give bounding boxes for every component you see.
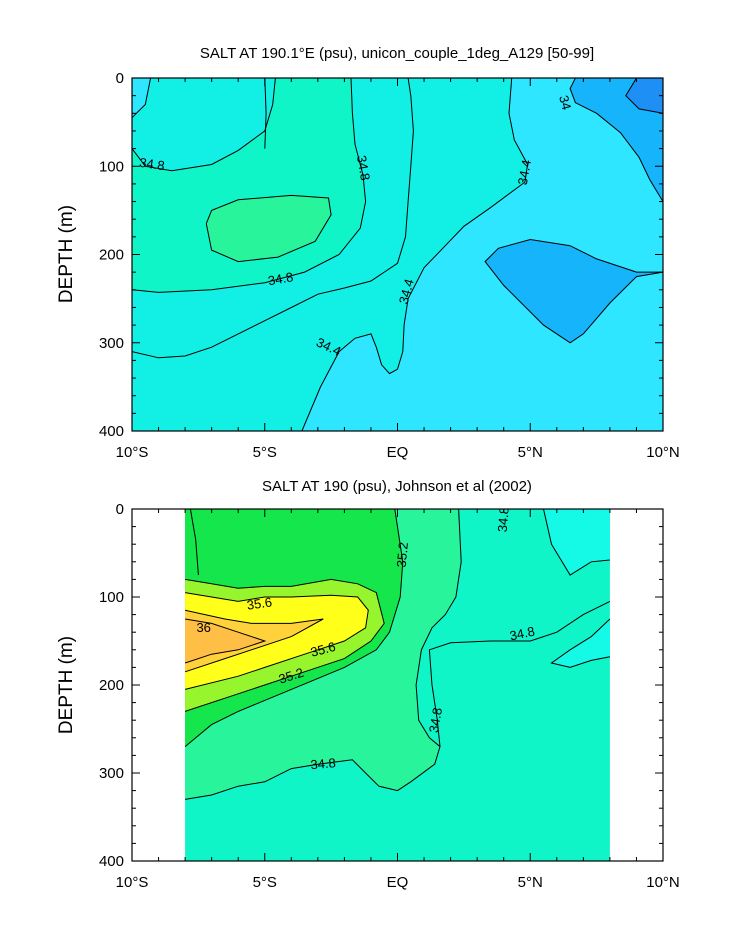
contour-label: 35.6 (309, 639, 337, 660)
contour-label: 34.8 (310, 755, 337, 772)
contour-line-34.6 (132, 78, 414, 359)
fill-region-34.2 (485, 239, 663, 343)
contour-line-34.2 (569, 78, 663, 202)
top-panel-title: SALT AT 190.1°E (psu), unicon_couple_1de… (200, 45, 594, 62)
y-tick-label: 300 (99, 335, 124, 352)
contour-line-35.0 (205, 194, 332, 263)
bottom-panel-ylabel: DEPTH (m) (56, 636, 77, 734)
fill-region-34.4 (132, 78, 151, 118)
contour-line-34.8 (264, 78, 267, 149)
x-tick-label: 10°S (116, 874, 149, 891)
y-tick-label: 0 (116, 70, 124, 87)
x-tick-label: 5°N (518, 874, 543, 891)
contour-label: 34.8 (508, 624, 536, 644)
bottom-panel-axes: 10°S 5°S EQ 5°N 10°N 0 100 200 300 400 (99, 501, 680, 891)
contour-line-34.8 (428, 600, 611, 747)
contour-label: 35.2 (277, 665, 306, 687)
x-tick-label: 5°S (253, 444, 277, 461)
contour-label: 34.4 (396, 277, 417, 305)
contour-line-35.6 (184, 609, 324, 673)
top-panel-ylabel: DEPTH (m) (56, 205, 77, 303)
x-tick-label: 5°N (518, 444, 543, 461)
x-tick-label: 10°N (646, 444, 680, 461)
x-tick-label: 10°S (116, 444, 149, 461)
contour-line-34.8 (185, 509, 462, 800)
contour-line-34.6 (543, 509, 610, 576)
fill-region-35.0 (206, 195, 332, 262)
bottom-panel-fills (185, 509, 610, 861)
top-panel-contour-labels: 34.8 34.834.834.434.434.434 (138, 94, 574, 359)
contour-label: 34.8 (354, 154, 373, 182)
fill-region-36.0 (185, 619, 265, 663)
contour-label: 34.8 (426, 706, 445, 734)
contour-line-34.4 (132, 78, 152, 119)
contour-line-34.6 (132, 78, 276, 172)
contour-label: 34.4 (515, 159, 534, 187)
contour-label: 34 (556, 94, 574, 112)
x-tick-label: EQ (387, 874, 409, 891)
contour-line-35.2 (189, 509, 199, 576)
contour-label: 34.8 (495, 506, 512, 533)
top-panel-plot-area: 34.8 34.834.834.434.434.434 (132, 78, 663, 431)
contour-label: 35.6 (246, 594, 273, 612)
contour-line-34.8 (132, 78, 367, 293)
contour-line-34.2 (484, 238, 663, 344)
fill-region-34.6 (132, 78, 276, 171)
bottom-panel-contour-lines (184, 509, 611, 800)
contour-line-35.8 (184, 618, 267, 664)
y-tick-label: 400 (99, 853, 124, 870)
fill-region-34.6 (543, 509, 610, 575)
fill-region-35.2 (190, 509, 199, 575)
x-tick-label: EQ (387, 444, 409, 461)
contour-line-35.2 (184, 578, 385, 712)
contour-line-34.4 (301, 78, 529, 431)
bottom-panel-title: SALT AT 190 (psu), Johnson et al (2002) (262, 478, 532, 495)
contour-label: 34.8 (138, 155, 165, 173)
y-tick-label: 100 (99, 589, 124, 606)
x-tick-label: 5°S (253, 874, 277, 891)
fill-region-34.4 (301, 78, 663, 431)
y-tick-label: 0 (116, 501, 124, 518)
top-panel: SALT AT 190.1°E (psu), unicon_couple_1de… (56, 45, 680, 461)
top-panel-contour-lines (132, 78, 663, 431)
y-tick-label: 300 (99, 765, 124, 782)
bottom-panel: SALT AT 190 (psu), Johnson et al (2002) … (56, 478, 680, 891)
y-tick-label: 200 (99, 677, 124, 694)
contour-line-35.0 (184, 509, 404, 747)
x-tick-label: 10°N (646, 874, 680, 891)
y-tick-label: 100 (99, 158, 124, 175)
y-tick-label: 400 (99, 423, 124, 440)
top-panel-axes: 10°S 5°S EQ 5°N 10°N 0 100 200 300 400 (99, 70, 680, 461)
contour-label: 36 (196, 620, 210, 635)
contour-line-34.6 (550, 618, 611, 668)
contour-label: 35.2 (394, 541, 411, 568)
contour-label: 34.8 (267, 269, 295, 288)
contour-line-34.0 (625, 78, 663, 114)
y-tick-label: 200 (99, 247, 124, 264)
contour-line-35.4 (184, 592, 369, 690)
top-panel-fills (132, 78, 663, 431)
